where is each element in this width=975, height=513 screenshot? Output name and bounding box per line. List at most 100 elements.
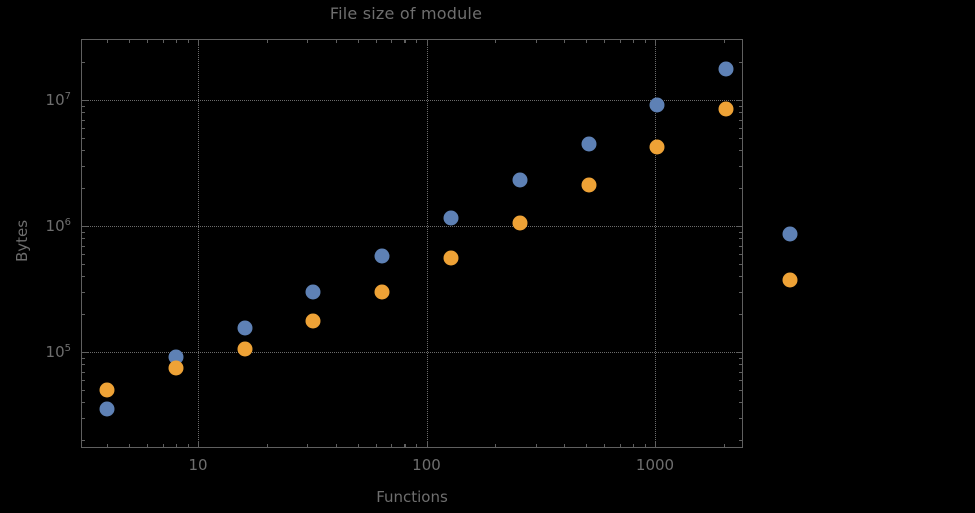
y-tick-3000000 — [81, 165, 85, 168]
outside-point-blue[interactable] — [782, 226, 798, 242]
plot-area — [81, 39, 743, 448]
data-point-series-blue-2048[interactable] — [718, 61, 734, 77]
y-tick-right-600000 — [739, 253, 743, 256]
x-tick-top-7 — [162, 39, 164, 43]
y-tick-80000 — [81, 364, 85, 366]
data-point-series-orange-32[interactable] — [305, 313, 321, 329]
y-tick-70000 — [81, 371, 85, 373]
y-tick-right-80000 — [739, 364, 743, 366]
x-tick-30 — [307, 444, 309, 448]
x-tick-top-400 — [564, 39, 566, 43]
outside-point-orange[interactable] — [782, 272, 798, 288]
data-point-series-orange-128[interactable] — [443, 250, 459, 266]
x-tick-top-4 — [107, 39, 109, 43]
x-tick-top-800 — [632, 39, 635, 43]
data-point-series-orange-512[interactable] — [581, 177, 597, 193]
vertical-gridline-10 — [198, 39, 199, 448]
x-tick-100 — [426, 441, 428, 448]
x-tick-900 — [644, 444, 646, 448]
data-point-series-blue-512[interactable] — [581, 136, 597, 152]
x-tick-label-100: 100 — [412, 456, 441, 474]
y-tick-60000 — [81, 379, 85, 382]
y-tick-right-60000 — [739, 379, 743, 382]
y-tick-6000000 — [81, 127, 85, 130]
data-point-series-orange-64[interactable] — [374, 284, 390, 300]
x-tick-600 — [604, 444, 606, 448]
y-tick-100000 — [81, 352, 88, 354]
x-tick-label-1000: 1000 — [635, 456, 675, 474]
x-tick-400 — [564, 444, 566, 448]
y-tick-right-10000000 — [736, 100, 743, 102]
data-point-series-blue-1024[interactable] — [649, 97, 665, 113]
x-tick-4 — [107, 444, 109, 448]
y-tick-40000 — [81, 402, 85, 404]
y-tick-500000 — [81, 263, 85, 266]
data-point-series-blue-64[interactable] — [374, 248, 390, 264]
y-tick-right-3000000 — [739, 165, 743, 168]
data-point-series-orange-256[interactable] — [512, 215, 528, 231]
y-tick-right-700000 — [739, 245, 743, 247]
x-tick-7 — [162, 444, 164, 448]
y-tick-right-400000 — [739, 276, 743, 278]
y-tick-30000 — [81, 417, 85, 420]
x-tick-60 — [375, 444, 377, 448]
y-tick-right-70000 — [739, 371, 743, 373]
y-tick-right-7000000 — [739, 119, 743, 121]
y-tick-300000 — [81, 291, 85, 294]
y-tick-right-2000000 — [739, 188, 743, 190]
y-tick-right-1000000 — [736, 226, 743, 228]
x-tick-top-90 — [416, 39, 418, 43]
vertical-gridline-100 — [426, 39, 428, 448]
y-tick-right-300000 — [739, 291, 743, 294]
x-tick-top-100 — [426, 39, 428, 46]
data-point-series-blue-8[interactable] — [168, 349, 184, 365]
data-point-series-orange-8[interactable] — [168, 360, 184, 376]
y-tick-right-20000000 — [739, 62, 743, 64]
x-tick-6 — [147, 444, 149, 448]
x-tick-50 — [357, 444, 359, 448]
x-tick-2000 — [723, 444, 725, 448]
y-tick-right-4000000 — [739, 150, 743, 152]
x-tick-5 — [129, 444, 131, 448]
y-tick-right-5000000 — [739, 137, 743, 140]
y-tick-400000 — [81, 276, 85, 278]
y-tick-right-100000 — [736, 352, 743, 354]
x-tick-top-8 — [175, 39, 178, 43]
x-tick-top-10 — [198, 39, 200, 46]
data-point-series-orange-16[interactable] — [237, 341, 253, 357]
x-tick-1000 — [655, 441, 657, 448]
x-tick-70 — [391, 444, 393, 448]
data-point-series-orange-4[interactable] — [99, 382, 115, 398]
data-point-series-orange-2048[interactable] — [718, 101, 734, 117]
x-tick-90 — [416, 444, 418, 448]
data-point-series-blue-128[interactable] — [443, 210, 459, 226]
data-point-series-blue-256[interactable] — [512, 172, 528, 188]
y-tick-900000 — [81, 231, 85, 233]
horizontal-gridline-10^7 — [81, 100, 743, 101]
y-tick-90000 — [81, 357, 85, 359]
x-tick-top-9 — [187, 39, 189, 43]
y-tick-50000 — [81, 389, 85, 392]
y-tick-right-30000 — [739, 417, 743, 420]
data-point-series-orange-1024[interactable] — [649, 139, 665, 155]
x-tick-top-6 — [147, 39, 149, 43]
chart-title: File size of module — [329, 4, 483, 23]
x-tick-top-200 — [495, 39, 497, 43]
y-tick-right-6000000 — [739, 127, 743, 130]
y-tick-right-200000 — [739, 314, 743, 316]
data-point-series-blue-16[interactable] — [237, 320, 253, 336]
x-tick-700 — [619, 444, 621, 448]
y-axis-title: Bytes — [13, 219, 31, 263]
x-tick-top-1000 — [655, 39, 657, 46]
y-tick-right-40000 — [739, 402, 743, 404]
y-tick-800000 — [81, 238, 85, 240]
data-point-series-blue-4[interactable] — [99, 401, 115, 417]
x-tick-800 — [632, 444, 635, 448]
x-tick-20 — [266, 444, 268, 448]
x-tick-top-300 — [535, 39, 537, 43]
x-tick-top-30 — [307, 39, 309, 43]
plot-frame — [81, 39, 743, 448]
data-point-series-blue-32[interactable] — [305, 284, 321, 300]
y-tick-label-1e5: 105 — [45, 343, 71, 361]
y-tick-right-800000 — [739, 238, 743, 240]
